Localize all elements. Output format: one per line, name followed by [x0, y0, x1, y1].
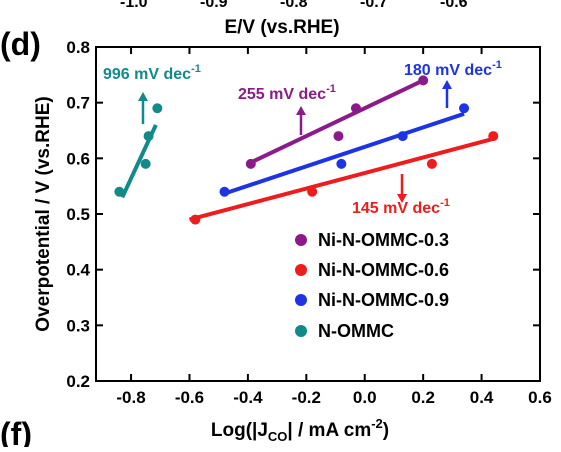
top-tick-label: -0.6 — [440, 0, 468, 11]
x-tick-label: -0.4 — [233, 388, 263, 407]
legend-label: Ni-N-OMMC-0.6 — [318, 260, 449, 280]
slope-arrow-head — [296, 106, 306, 115]
axis-ticks: -0.8 -0.6 -0.4 -0.2 0.0 0.2 0.4 0.6 0.2 0.3 0.4 0.5… — [66, 38, 551, 407]
slope-arrow-head — [442, 80, 452, 89]
x-tick-label: 0.6 — [528, 388, 552, 407]
x-tick-label: -0.2 — [292, 388, 321, 407]
legend: Ni-N-OMMC-0.3 Ni-N-OMMC-0.6 Ni-N-OMMC-0.9 N… — [295, 230, 449, 341]
legend-label: N-OMMC — [318, 321, 394, 341]
legend-label: Ni-N-OMMC-0.3 — [318, 230, 449, 250]
panel-label-d: (d) — [0, 26, 41, 62]
data-point — [418, 75, 429, 86]
legend-marker — [295, 264, 307, 276]
x-tick-label: 0.0 — [353, 388, 377, 407]
fit-line — [188, 136, 494, 222]
data-point — [336, 158, 347, 169]
data-point — [488, 131, 499, 142]
y-tick-label: 0.2 — [66, 372, 90, 391]
y-tick-label: 0.5 — [66, 205, 90, 224]
data-point — [245, 158, 256, 169]
slope-arrow-head — [138, 92, 148, 101]
y-tick-label: 0.3 — [66, 316, 90, 335]
y-tick-label: 0.7 — [66, 94, 90, 113]
data-point — [426, 158, 437, 169]
top-strip: -1.0 -0.9 -0.8 -0.7 -0.6 E/V (vs.RHE) — [120, 0, 468, 38]
data-series — [114, 75, 499, 225]
slope-exponent: -1 — [326, 83, 336, 95]
data-point — [140, 158, 151, 169]
x-tick-label: 0.4 — [470, 388, 494, 407]
data-point — [219, 186, 230, 197]
data-point — [397, 131, 408, 142]
data-point — [307, 186, 318, 197]
slope-label: 255 mV dec-1 — [238, 83, 336, 103]
x-axis-label: Log(|JCO| / mA cm-2) — [211, 416, 389, 444]
data-point — [459, 103, 470, 114]
data-point — [333, 131, 344, 142]
data-point — [190, 214, 201, 225]
data-point — [152, 103, 163, 114]
top-tick-label: -1.0 — [120, 0, 148, 11]
legend-label: Ni-N-OMMC-0.9 — [318, 290, 449, 310]
slope-exponent: -1 — [191, 63, 201, 75]
fit-line — [247, 78, 425, 166]
legend-marker — [295, 234, 307, 246]
data-point — [143, 131, 154, 142]
y-tick-label: 0.8 — [66, 38, 90, 57]
legend-marker — [295, 294, 307, 306]
slope-value: 180 mV dec — [404, 62, 492, 79]
y-tick-label: 0.6 — [66, 149, 90, 168]
top-tick-label: -0.9 — [200, 0, 228, 11]
y-tick-label: 0.4 — [66, 261, 90, 280]
slope-value: 255 mV dec — [238, 86, 326, 103]
top-tick-label: -0.8 — [280, 0, 308, 11]
y-axis-label: Overpotential / V (vs.RHE) — [33, 96, 54, 331]
slope-label: 145 mV dec-1 — [352, 197, 450, 217]
fit-line — [220, 111, 465, 197]
slope-label: 180 mV dec-1 — [404, 59, 502, 79]
panel-label-f: (f) — [0, 416, 32, 447]
x-tick-label: 0.2 — [411, 388, 435, 407]
slope-exponent: -1 — [440, 197, 450, 209]
slope-label: 996 mV dec-1 — [103, 63, 201, 83]
top-strip-xlabel: E/V (vs.RHE) — [224, 17, 339, 38]
top-tick-label: -0.7 — [360, 0, 388, 11]
slope-value: 996 mV dec — [103, 66, 191, 83]
slope-value: 145 mV dec — [352, 200, 440, 217]
slope-arrow-head — [397, 194, 407, 203]
legend-marker — [295, 325, 307, 337]
x-tick-label: -0.6 — [175, 388, 204, 407]
x-tick-label: -0.8 — [116, 388, 145, 407]
data-point — [114, 186, 125, 197]
slope-exponent: -1 — [492, 59, 502, 71]
data-point — [350, 103, 361, 114]
